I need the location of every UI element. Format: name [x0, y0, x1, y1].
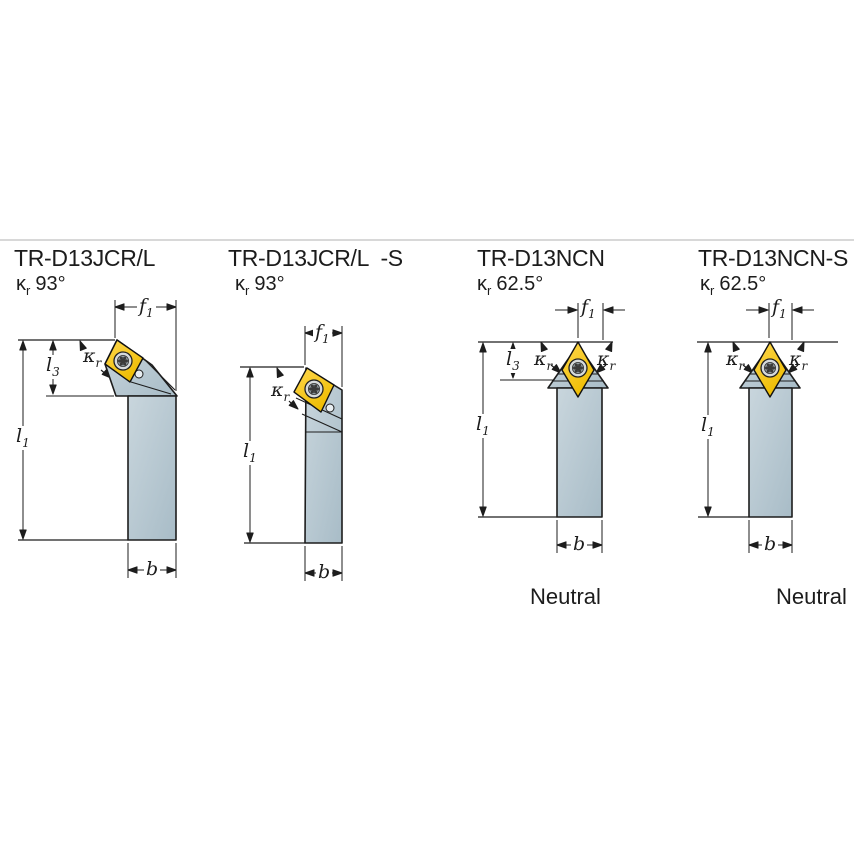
angle-value: 93°	[254, 273, 285, 295]
tool4-dim-kr-right: κr	[789, 348, 808, 373]
tool4-screw	[760, 358, 780, 378]
tool3-angle-label: κr 62.5°	[477, 273, 543, 298]
tool3-drawing	[478, 303, 625, 553]
tool1-angle-label: κr 93°	[16, 273, 66, 298]
kappa-symbol: κ	[16, 273, 26, 295]
kr-angle-tick-arrow-left	[540, 341, 548, 353]
angle-value: 62.5°	[719, 273, 767, 295]
tool1-dim-l1: l1	[14, 425, 32, 450]
tool4-dim-f1: f1	[772, 296, 787, 321]
tool2-screw	[304, 379, 324, 399]
tool3-dim-l1: l1	[474, 413, 492, 438]
tool3-dim-l3: l3	[504, 348, 522, 373]
tool1-dimension-lines	[18, 300, 177, 578]
tool4-drawing	[697, 303, 838, 553]
tool2-dimension-lines	[240, 326, 343, 581]
kappa-symbol: κ	[235, 273, 245, 295]
tool2-dim-b: b	[316, 561, 333, 583]
tool2-drawing	[240, 326, 343, 581]
kr-angle-tick-arrow-right	[605, 341, 613, 353]
tool4-hand-label: Neutral	[776, 584, 847, 609]
tool3-dim-kr-right: κr	[597, 348, 616, 373]
kappa-subscript: r	[26, 283, 31, 298]
tool1-shank	[127, 395, 177, 541]
tool4-dim-kr-left: κr	[726, 348, 745, 373]
kappa-subscript: r	[487, 283, 492, 298]
kappa-symbol: κ	[477, 273, 487, 295]
kr-pointer-arrow-left	[743, 364, 754, 374]
kappa-symbol: κ	[700, 273, 710, 295]
tool4-dimension-lines	[697, 303, 838, 553]
angle-value: 62.5°	[496, 273, 544, 295]
tool3-dim-kr-left: κr	[534, 348, 553, 373]
tool4-angle-label: κr 62.5°	[700, 273, 766, 298]
kr-angle-tick-arrow-right	[797, 341, 805, 353]
tool4-dim-l1: l1	[699, 414, 717, 439]
tool2-title: TR-D13JCR/L -S	[228, 245, 403, 271]
tool1-dim-f1: f1	[137, 295, 156, 320]
kappa-subscript: r	[710, 283, 715, 298]
tool1-title: TR-D13JCR/L	[14, 245, 156, 271]
tool3-dim-f1: f1	[581, 296, 596, 321]
kr-pointer-arrow-left	[551, 364, 562, 374]
tool4-title: TR-D13NCN-S	[698, 245, 849, 271]
tool2-angle-label: κr 93°	[235, 273, 285, 298]
angle-value: 93°	[35, 273, 66, 295]
tool3-dimension-lines	[478, 303, 625, 553]
tool1-drawing	[18, 300, 178, 578]
kr-pointer-arrow-right	[787, 364, 798, 374]
tool4-dim-b: b	[762, 533, 779, 555]
tool1-dim-kr: κr	[83, 345, 102, 370]
kr-angle-tick-arrow	[276, 367, 284, 379]
tool4-shank	[748, 387, 793, 518]
kr-angle-tick-arrow	[79, 340, 87, 352]
tool2-dim-l1: l1	[241, 440, 259, 465]
tool2-dim-f1: f1	[313, 321, 332, 346]
tool1-screw	[113, 351, 133, 371]
kr-pointer-arrow	[288, 400, 299, 410]
tool3-hand-label: Neutral	[530, 584, 601, 609]
tool1-dim-b: b	[144, 558, 161, 580]
tool1-dim-l3: l3	[44, 354, 62, 379]
kr-pointer-arrow-right	[595, 364, 606, 374]
tool3-shank	[556, 387, 603, 518]
tool3-screw	[568, 358, 588, 378]
tool3-dim-b: b	[571, 533, 588, 555]
tool3-title: TR-D13NCN	[477, 245, 605, 271]
kr-angle-tick-arrow-left	[732, 341, 740, 353]
kappa-subscript: r	[245, 283, 250, 298]
tool2-dim-kr: κr	[271, 379, 290, 404]
tool2-pocket-hole	[325, 403, 335, 413]
